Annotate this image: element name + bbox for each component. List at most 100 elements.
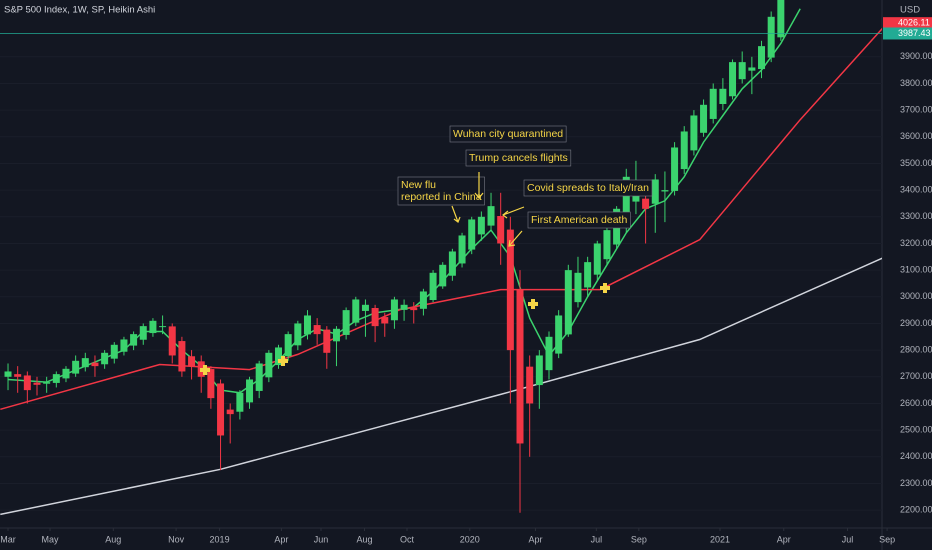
candle-body — [642, 198, 650, 209]
x-tick-label: Mar — [0, 534, 16, 544]
annotation-text: Trump cancels flights — [469, 152, 568, 164]
candle-body — [700, 104, 708, 133]
y-tick-label: 2900.00 — [900, 318, 932, 328]
candle-body — [516, 289, 524, 444]
candle-body — [767, 16, 775, 58]
candle-body — [226, 409, 234, 415]
arrow — [474, 172, 484, 199]
arrow — [451, 205, 461, 223]
candle-body — [709, 88, 717, 119]
candle-body — [323, 329, 331, 353]
annotation-text: New flu — [401, 179, 436, 191]
candle-body — [33, 382, 41, 385]
candle-body — [371, 308, 379, 327]
currency: USD — [900, 5, 920, 16]
cross-marker — [200, 365, 210, 375]
candle-body — [671, 147, 679, 191]
y-tick-label: 2600.00 — [900, 398, 932, 408]
x-tick-label: Aug — [356, 534, 372, 544]
candle-body — [458, 235, 466, 264]
x-tick-label: Apr — [528, 534, 542, 544]
candle-body — [284, 334, 292, 357]
y-tick-label: 3600.00 — [900, 131, 932, 141]
annotation-text: reported in China — [401, 191, 482, 203]
annotation-box — [527, 211, 631, 229]
annotation: Covid spreads to Italy/Iran — [523, 179, 653, 197]
y-tick-label: 2800.00 — [900, 345, 932, 355]
x-tick-label: Jul — [842, 534, 854, 544]
y-tick-label: 2200.00 — [900, 505, 932, 515]
candle-body — [690, 115, 698, 151]
candle-body — [294, 323, 302, 346]
cross-marker — [528, 299, 538, 309]
price-label: 3987.43 — [898, 28, 931, 38]
annotation-box — [465, 149, 572, 167]
candle-body — [361, 304, 369, 311]
annotation: First American death — [527, 211, 631, 229]
y-tick-label: 3800.00 — [900, 78, 932, 88]
candle-body — [390, 299, 398, 321]
candle-body — [246, 379, 254, 403]
candle-body — [729, 62, 737, 97]
candle-body — [719, 88, 727, 104]
x-tick-label: Jul — [591, 534, 603, 544]
chart-title: S&P 500 Index, 1W, SP, Heikin Ashi — [4, 5, 155, 16]
candle-body — [313, 325, 321, 335]
candle-body — [497, 216, 505, 244]
candle-body — [622, 176, 630, 227]
candle-body — [101, 352, 109, 365]
annotation-box — [523, 179, 653, 197]
annotation-text: First American death — [531, 214, 627, 226]
candle-body — [584, 262, 592, 288]
candle-body — [168, 326, 176, 356]
arrow — [502, 206, 525, 219]
candle-body — [477, 216, 485, 235]
y-tick-label: 3200.00 — [900, 238, 932, 248]
candle-body — [149, 320, 157, 334]
candle-body — [593, 243, 601, 275]
x-tick-label: Apr — [274, 534, 288, 544]
candle-body — [72, 360, 80, 374]
candle-body — [526, 366, 534, 404]
candle-body — [738, 62, 746, 80]
y-tick-label: 3500.00 — [900, 158, 932, 168]
candle-body — [178, 341, 186, 372]
candle-body — [62, 368, 70, 379]
x-tick-label: Oct — [400, 534, 415, 544]
y-tick-label: 2500.00 — [900, 425, 932, 435]
candle-body — [43, 382, 51, 384]
candle-body — [545, 336, 553, 371]
candle-body — [487, 206, 495, 226]
candle-body — [275, 347, 283, 366]
x-tick-label: 2020 — [460, 534, 480, 544]
x-tick-label: 2019 — [210, 534, 230, 544]
y-tick-label: 3900.00 — [900, 51, 932, 61]
x-tick-label: 2021 — [710, 534, 730, 544]
x-tick-label: Apr — [777, 534, 791, 544]
x-tick-label: Sep — [879, 534, 895, 544]
candle-body — [332, 328, 340, 342]
candle-body — [439, 264, 447, 287]
cross-marker — [600, 283, 610, 293]
y-tick-label: 3300.00 — [900, 211, 932, 221]
candle-body — [4, 371, 12, 377]
arrow — [508, 230, 523, 247]
candle-body — [506, 229, 514, 351]
candle-body — [574, 272, 582, 303]
candle-body — [159, 326, 167, 328]
price-label: 4026.11 — [898, 18, 930, 28]
cross-markers — [200, 283, 610, 375]
candle-body — [342, 310, 350, 335]
candle-body — [468, 219, 476, 250]
candle-body — [52, 374, 60, 383]
y-tick-label: 2700.00 — [900, 371, 932, 381]
candle-body — [758, 46, 766, 70]
annotation-text: Wuhan city quarantined — [453, 128, 563, 140]
candle-body — [139, 326, 147, 340]
cross-marker — [278, 356, 288, 366]
candle-body — [535, 355, 543, 386]
